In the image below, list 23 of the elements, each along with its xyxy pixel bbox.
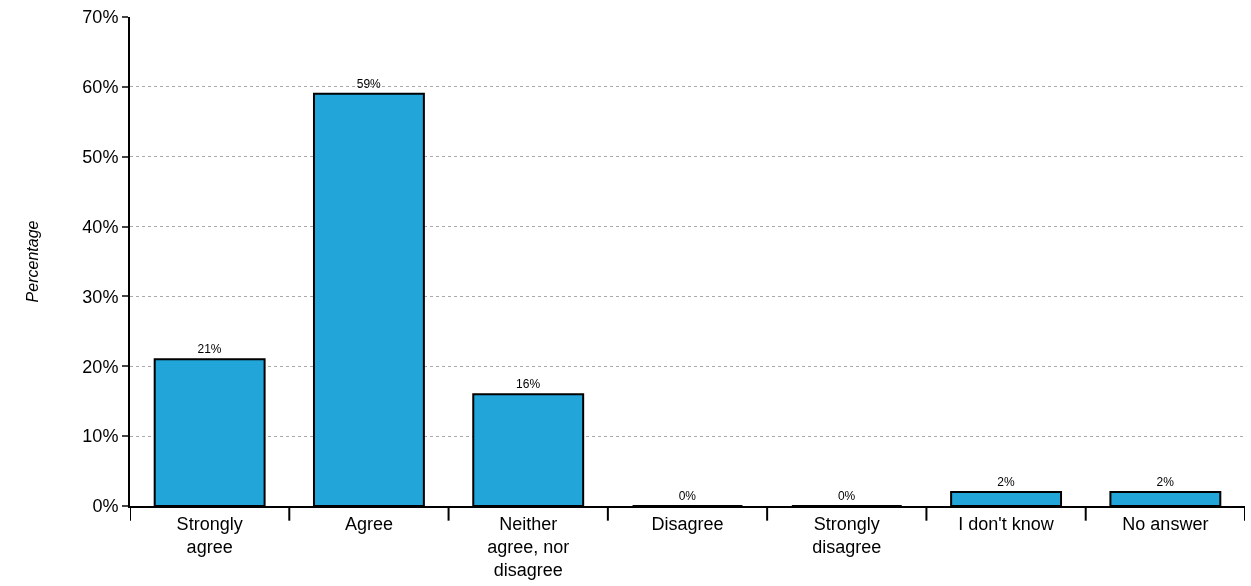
y-tick-label: 0% xyxy=(92,496,119,517)
x-tick-label: I don't know xyxy=(958,513,1055,534)
x-tick-label: Disagree xyxy=(651,513,724,534)
y-tick-label: 20% xyxy=(82,356,119,377)
y-tick-label: 50% xyxy=(82,147,119,168)
y-tick-label: 30% xyxy=(82,286,119,307)
data-label: 2% xyxy=(997,475,1015,490)
data-label: 0% xyxy=(678,489,697,503)
x-tick-label: Strongly disagree xyxy=(812,513,882,557)
data-label: 21% xyxy=(197,342,222,357)
data-label: 0% xyxy=(837,489,856,503)
x-tick-label: No answer xyxy=(1122,513,1209,534)
y-tick-label: 40% xyxy=(82,216,119,237)
data-label: 16% xyxy=(516,377,541,392)
x-tick-label: Agree xyxy=(344,513,393,534)
x-tick-label: Neither agree, nor disagree xyxy=(487,513,570,581)
data-label: 59% xyxy=(356,76,382,91)
data-label: 2% xyxy=(1156,475,1175,490)
y-axis-title: Percentage xyxy=(23,220,41,303)
x-tick-label: Strongly agree xyxy=(176,513,243,557)
y-tick-label: 10% xyxy=(82,426,119,447)
y-tick-label: 60% xyxy=(82,77,119,98)
y-tick-label: 70% xyxy=(82,7,119,28)
